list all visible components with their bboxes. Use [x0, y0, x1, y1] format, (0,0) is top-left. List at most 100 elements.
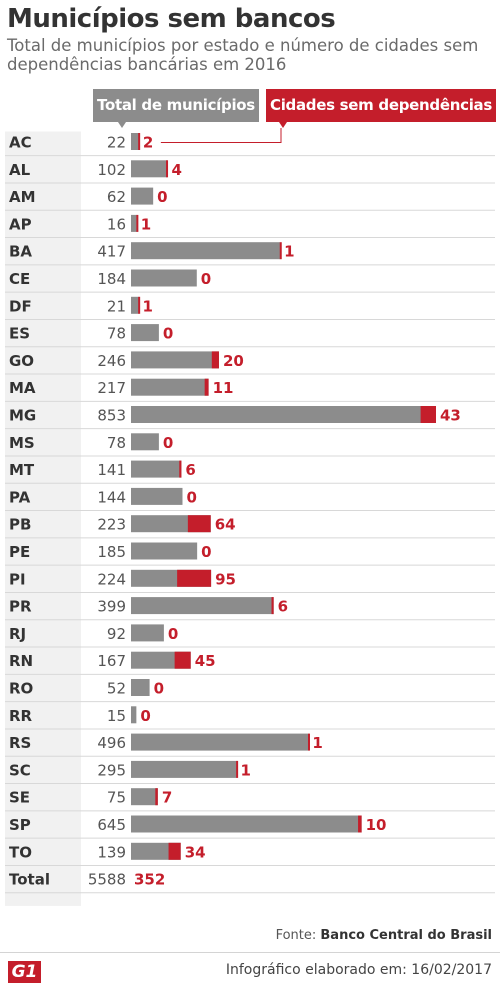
bar-total-ms	[131, 433, 159, 451]
state-label-rj: RJ	[9, 625, 26, 643]
bar-total-am	[131, 187, 154, 205]
total-value-ms: 78	[107, 434, 126, 452]
state-label-go: GO	[9, 352, 34, 370]
state-label-df: DF	[9, 297, 32, 315]
bar-total-mg	[131, 406, 436, 423]
bar-total-ap	[131, 214, 137, 232]
state-label-ba: BA	[9, 243, 32, 261]
sem-value-ac: 2	[143, 134, 153, 152]
total-value-rr: 15	[107, 707, 126, 725]
total-value-sc: 295	[97, 761, 126, 779]
bar-total-to	[131, 842, 181, 860]
state-label-to: TO	[9, 843, 32, 861]
sem-value-ro: 0	[154, 680, 164, 698]
bar-sem-df	[138, 296, 141, 314]
state-label-pb: PB	[9, 516, 31, 534]
bar-total-pa	[131, 487, 183, 505]
bar-total-es	[131, 324, 159, 342]
credit-note: Infográfico elaborado em: 16/02/2017	[225, 962, 492, 978]
legend-connector-line	[160, 128, 282, 143]
total-row-municipios: 5588	[88, 871, 126, 889]
bar-total-se	[131, 788, 158, 806]
bar-total-df	[131, 296, 139, 314]
total-value-rj: 92	[107, 625, 126, 643]
sem-value-ma: 11	[213, 379, 234, 397]
total-value-pr: 399	[97, 598, 126, 616]
sem-value-ce: 0	[201, 270, 211, 288]
total-value-sp: 645	[97, 816, 126, 834]
state-label-pr: PR	[9, 598, 32, 616]
state-label-pi: PI	[9, 570, 26, 588]
total-value-ro: 52	[107, 680, 126, 698]
sem-value-rr: 0	[140, 707, 150, 725]
bar-sem-ba	[279, 242, 282, 260]
sem-value-rs: 1	[312, 734, 322, 752]
state-label-ac: AC	[9, 134, 32, 152]
bar-total-ac	[131, 133, 139, 150]
state-label-rr: RR	[9, 707, 33, 725]
sem-value-pr: 6	[278, 598, 288, 616]
bar-sem-se	[155, 788, 158, 806]
bar-sem-mt	[179, 460, 182, 478]
state-label-ap: AP	[9, 215, 32, 233]
sem-value-to: 34	[185, 843, 206, 861]
chart-title: Municípios sem bancos	[7, 4, 336, 34]
bar-total-go	[131, 351, 219, 369]
legend-total-municipios: Total de municípios	[93, 89, 259, 122]
sem-value-rj: 0	[168, 625, 178, 643]
total-value-se: 75	[107, 789, 126, 807]
g1-logo: G1	[8, 961, 41, 983]
source-name: Banco Central do Brasil	[320, 928, 492, 943]
sem-value-ap: 1	[141, 215, 151, 233]
bar-sem-mg	[420, 406, 436, 423]
total-value-rn: 167	[97, 652, 126, 670]
state-label-ms: MS	[9, 434, 35, 452]
bar-total-pr	[131, 597, 274, 615]
label-column-bg	[5, 131, 81, 906]
total-value-ma: 217	[97, 379, 126, 397]
bar-sem-ac	[138, 133, 141, 150]
chart-subtitle: Total de municípios por estado e número …	[7, 36, 479, 74]
bar-total-ce	[131, 269, 197, 287]
bar-sem-to	[168, 842, 181, 860]
bar-sem-ma	[204, 378, 209, 396]
bar-total-ba	[131, 242, 281, 260]
total-row-label: Total	[9, 871, 50, 889]
bar-total-ma	[131, 378, 209, 396]
bar-sem-ap	[136, 214, 139, 232]
bar-sem-sp	[358, 815, 362, 833]
bar-sem-rn	[174, 651, 191, 669]
total-value-pi: 224	[97, 570, 126, 588]
bar-sem-pi	[177, 569, 212, 587]
bar-total-sp	[131, 815, 362, 833]
bar-sem-pr	[271, 597, 274, 615]
bar-total-al	[131, 160, 168, 178]
bar-sem-go	[211, 351, 219, 369]
total-row-sem-dependencias: 352	[134, 871, 165, 889]
total-value-ac: 22	[107, 134, 126, 152]
sem-value-rn: 45	[195, 652, 216, 670]
legend-cidades-sem-dependencias: Cidades sem dependências	[266, 89, 496, 122]
bar-total-rj	[131, 624, 164, 642]
bar-sem-al	[166, 160, 169, 178]
total-value-pb: 223	[97, 516, 126, 534]
total-value-al: 102	[97, 161, 126, 179]
state-label-al: AL	[9, 161, 31, 179]
total-value-mt: 141	[97, 461, 126, 479]
bar-total-ro	[131, 679, 150, 696]
sem-value-pi: 95	[215, 570, 236, 588]
state-label-ce: CE	[9, 270, 30, 288]
sem-value-pa: 0	[186, 488, 196, 506]
state-label-pa: PA	[9, 488, 31, 506]
bar-total-mt	[131, 460, 182, 478]
sem-value-sp: 10	[366, 816, 387, 834]
sem-value-mt: 6	[185, 461, 195, 479]
sem-value-go: 20	[223, 352, 244, 370]
state-label-ro: RO	[9, 680, 33, 698]
state-label-mg: MG	[9, 407, 36, 425]
sem-value-ba: 1	[284, 243, 294, 261]
bar-total-rr	[131, 706, 137, 724]
sem-value-al: 4	[171, 161, 181, 179]
state-label-es: ES	[9, 325, 30, 343]
bar-total-sc	[131, 760, 237, 778]
